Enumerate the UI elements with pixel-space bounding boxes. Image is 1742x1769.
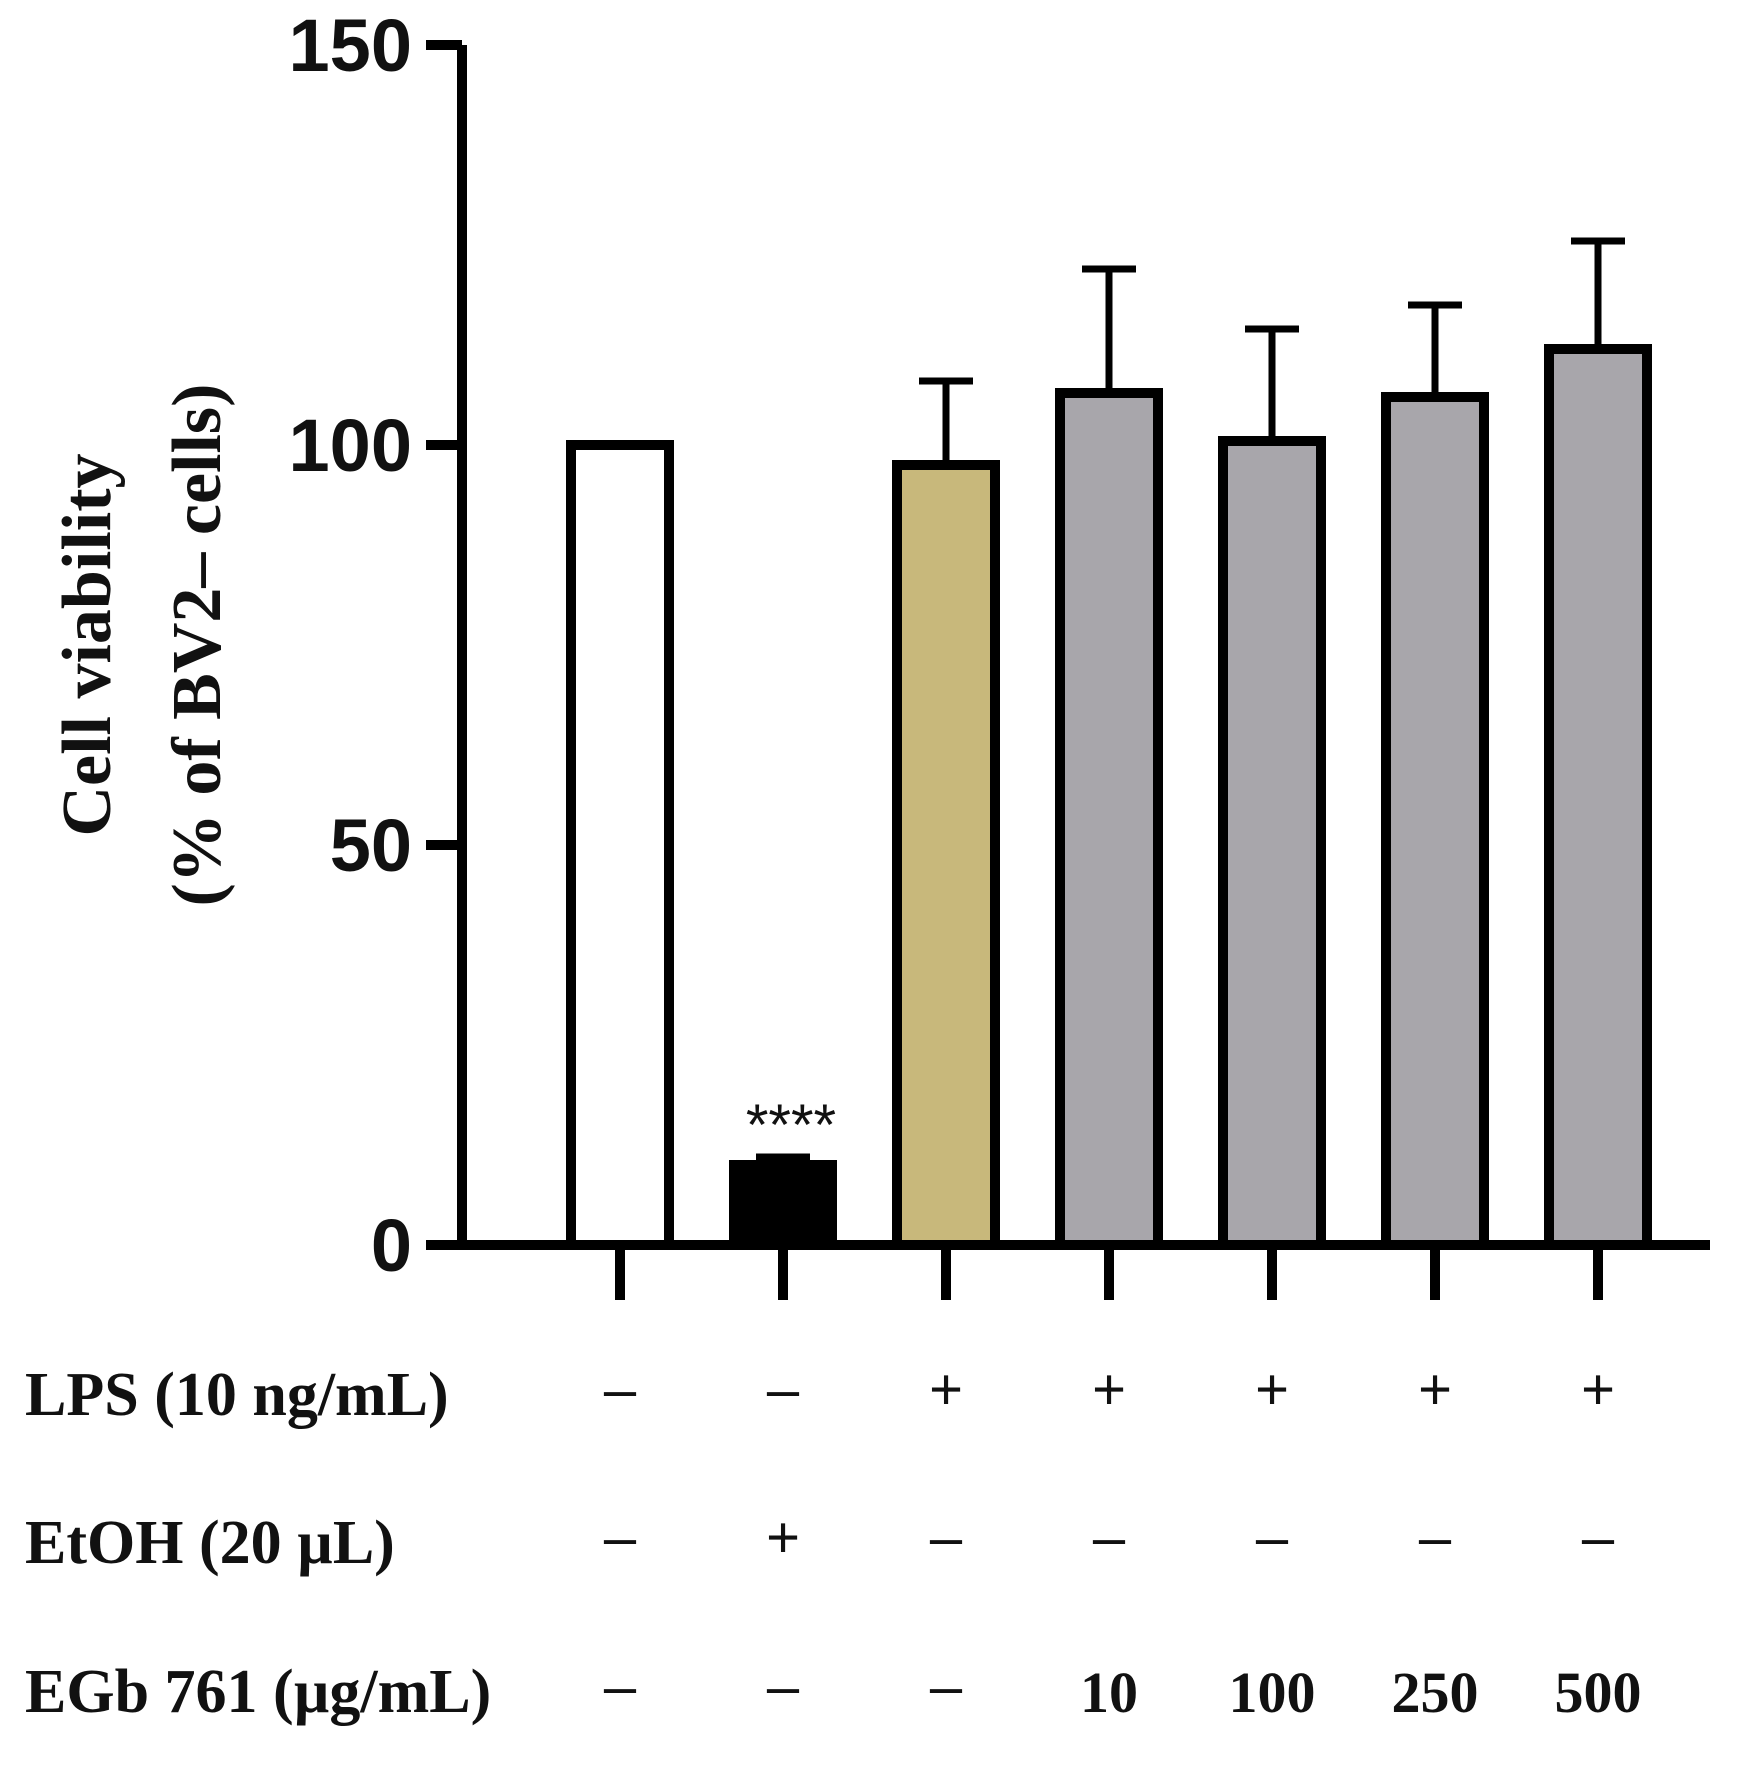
condition-cell: 100 bbox=[1229, 1660, 1316, 1725]
condition-cell: – bbox=[930, 1654, 963, 1719]
condition-row-label: EtOH (20 µL) bbox=[25, 1509, 395, 1577]
condition-cell: 10 bbox=[1080, 1660, 1138, 1725]
y-tick-label: 150 bbox=[289, 4, 412, 87]
condition-cell: + bbox=[1581, 1357, 1615, 1422]
significance-label: **** bbox=[746, 1093, 836, 1158]
condition-row-label: LPS (10 ng/mL) bbox=[25, 1361, 449, 1429]
bar bbox=[1381, 392, 1489, 1250]
bar bbox=[566, 440, 674, 1250]
condition-cell: – bbox=[1419, 1505, 1452, 1570]
condition-cell: – bbox=[767, 1357, 800, 1422]
condition-cell: – bbox=[1256, 1505, 1289, 1570]
condition-cell: + bbox=[1092, 1357, 1126, 1422]
y-axis-subtitle: (% of BV2– cells) bbox=[159, 384, 236, 907]
condition-cell: + bbox=[1418, 1357, 1452, 1422]
condition-cell: 500 bbox=[1555, 1660, 1642, 1725]
condition-cell: – bbox=[1582, 1505, 1615, 1570]
condition-row-label: EGb 761 (µg/mL) bbox=[25, 1658, 491, 1726]
condition-cell: – bbox=[1093, 1505, 1126, 1570]
y-tick-label: 0 bbox=[371, 1204, 412, 1287]
condition-cell: – bbox=[604, 1505, 637, 1570]
bar bbox=[1218, 436, 1326, 1250]
condition-cell: – bbox=[930, 1505, 963, 1570]
bar bbox=[729, 1160, 837, 1250]
bar bbox=[1055, 388, 1163, 1250]
condition-cell: + bbox=[766, 1505, 800, 1570]
condition-cell: + bbox=[1255, 1357, 1289, 1422]
condition-cell: – bbox=[604, 1654, 637, 1719]
condition-cell: 250 bbox=[1392, 1660, 1479, 1725]
y-axis-title: Cell viability bbox=[49, 453, 126, 836]
condition-cell: + bbox=[929, 1357, 963, 1422]
condition-cell: – bbox=[767, 1654, 800, 1719]
bar bbox=[892, 460, 1000, 1250]
y-tick-label: 50 bbox=[330, 804, 412, 887]
y-tick-label: 100 bbox=[289, 404, 412, 487]
condition-cell: – bbox=[604, 1357, 637, 1422]
bar bbox=[1544, 344, 1652, 1250]
